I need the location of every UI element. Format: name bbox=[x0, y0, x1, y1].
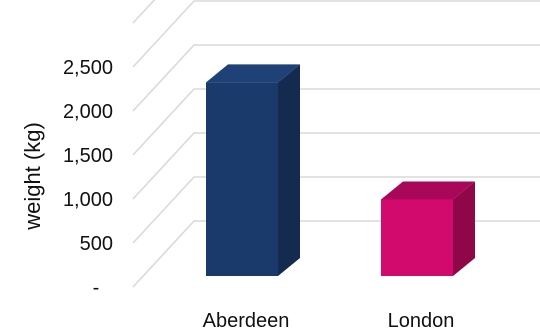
x-tick-label: Aberdeen bbox=[203, 310, 290, 332]
bar-top bbox=[381, 181, 475, 200]
gridline bbox=[132, 220, 540, 288]
gridline bbox=[132, 88, 540, 156]
bar-front bbox=[381, 199, 453, 276]
y-axis-title: weight (kg) bbox=[20, 122, 45, 231]
gridlines bbox=[132, 0, 540, 288]
gridline bbox=[132, 132, 540, 200]
gridline bbox=[132, 176, 540, 244]
y-tick-label: - bbox=[93, 277, 100, 299]
y-tick-label: 2,000 bbox=[63, 101, 113, 123]
bar-top bbox=[206, 64, 300, 83]
category-labels: Aberdeen London bbox=[203, 310, 455, 332]
y-tick-label: 1,000 bbox=[63, 189, 113, 211]
bars bbox=[206, 64, 475, 277]
gridline bbox=[132, 0, 540, 68]
y-tick-label: 2,500 bbox=[63, 57, 113, 79]
y-tick-label: 500 bbox=[80, 233, 113, 255]
bar-london bbox=[381, 181, 475, 276]
bar-side bbox=[453, 181, 475, 276]
x-tick-label: London bbox=[388, 310, 455, 332]
gridline bbox=[132, 0, 156, 24]
y-tick-labels: - 500 1,000 1,500 2,000 2,500 bbox=[63, 57, 113, 299]
gridline bbox=[132, 44, 540, 112]
bar-front bbox=[206, 82, 278, 277]
y-tick-label: 1,500 bbox=[63, 145, 113, 167]
bar-aberdeen bbox=[206, 64, 300, 277]
bar-side bbox=[278, 64, 300, 277]
